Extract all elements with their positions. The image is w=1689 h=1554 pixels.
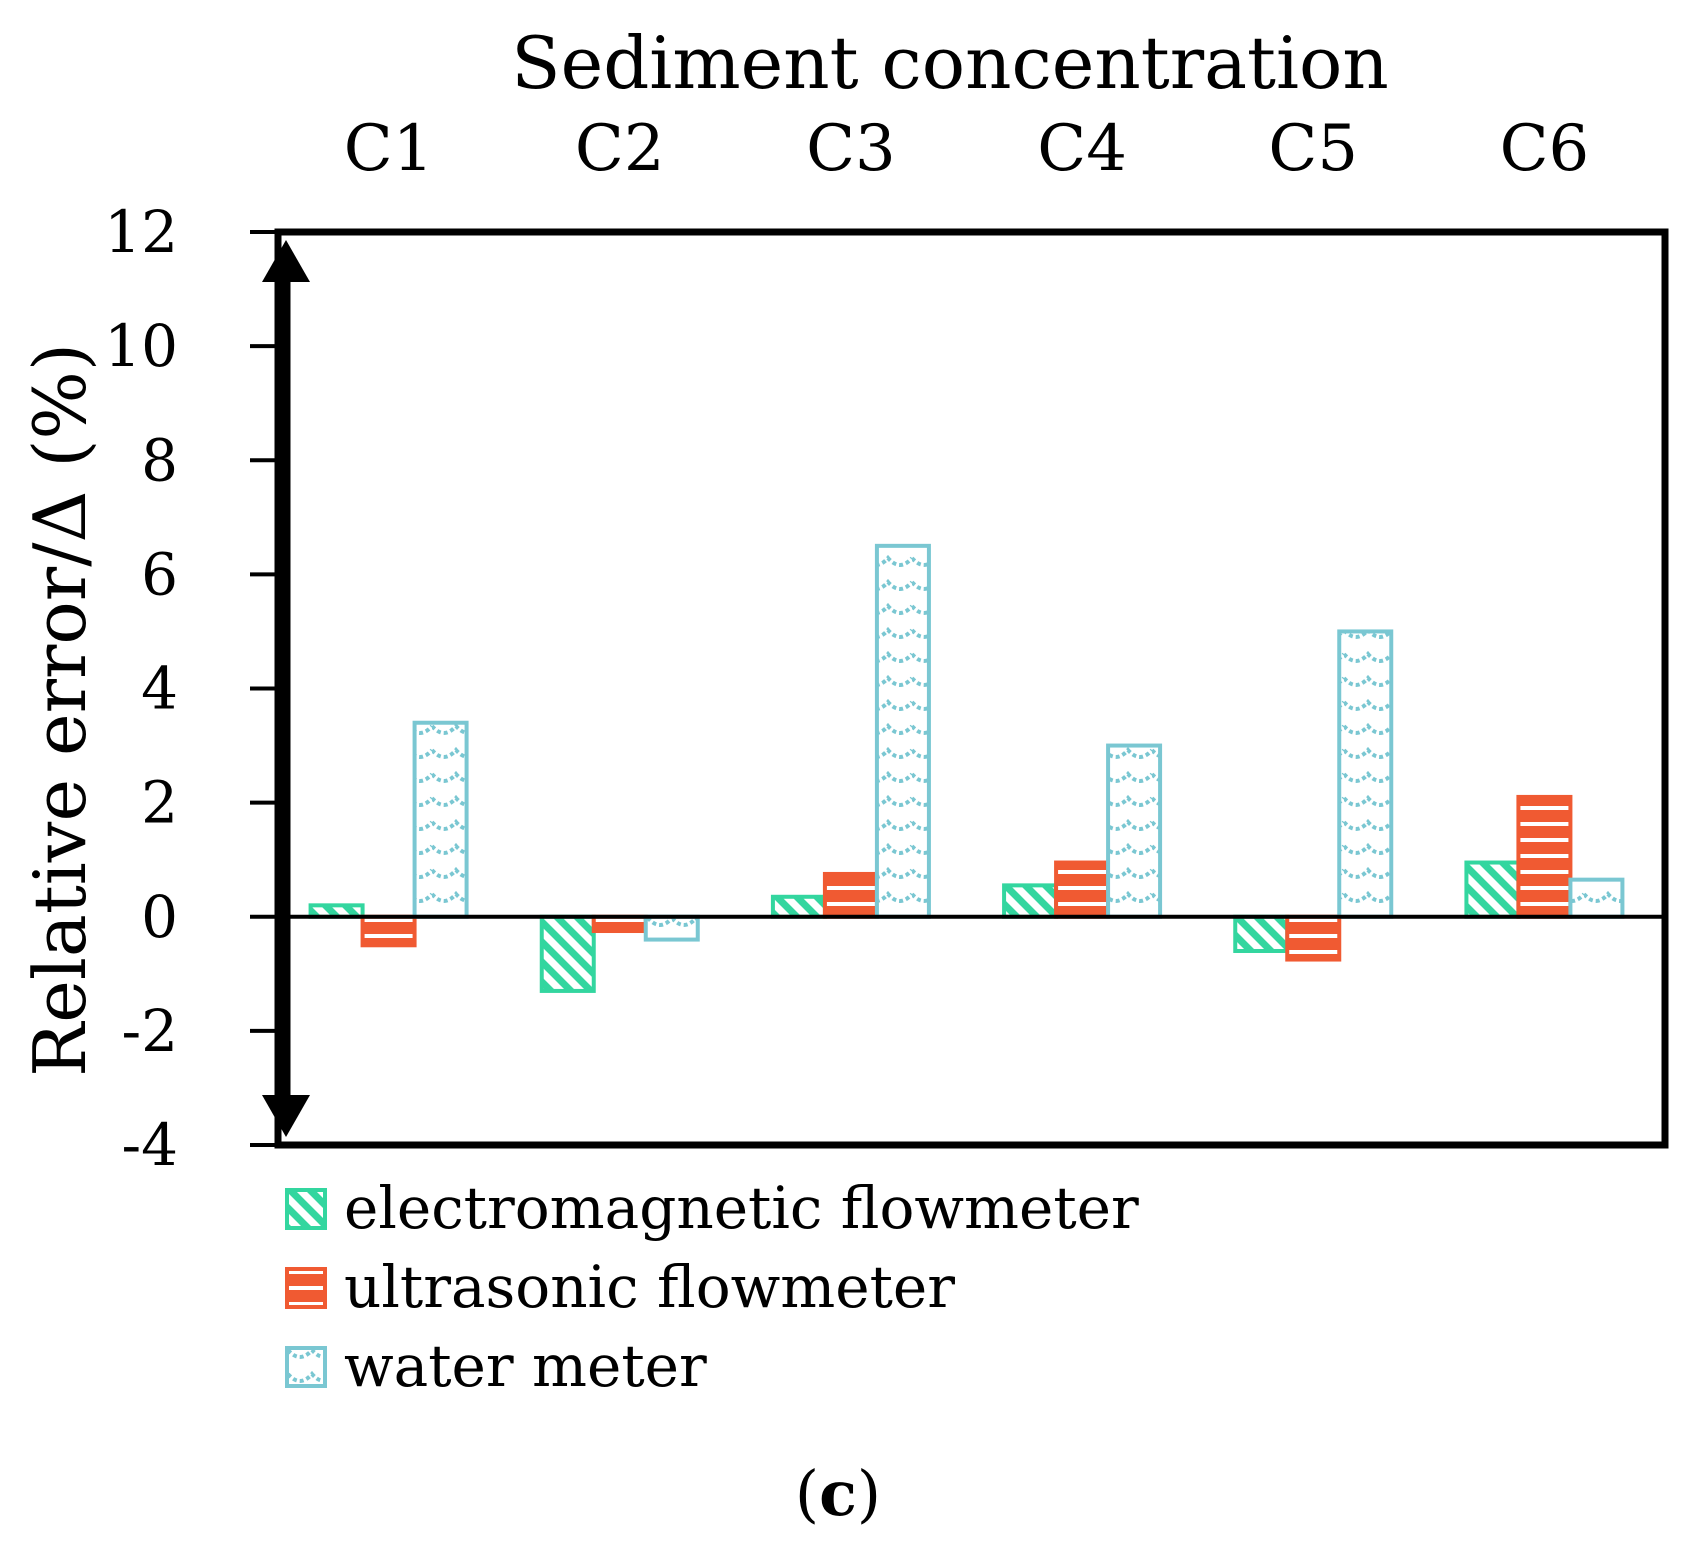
category-labels: C1 C2 C3 C4 C5 C6 (344, 112, 1590, 186)
y-tick-label: 10 (104, 312, 178, 380)
y-tick-label: 4 (141, 655, 178, 723)
legend-swatch-ultrasonic-flowmeter (285, 1267, 327, 1309)
category-label-c4: C4 (1037, 112, 1127, 186)
plot-frame (274, 228, 1669, 1149)
legend-label-electromagnetic-flowmeter: electromagnetic flowmeter (344, 1174, 1139, 1242)
bar-c1-water-meter (412, 720, 469, 919)
category-label-c6: C6 (1500, 112, 1590, 186)
panel-label-letter: c (819, 1457, 857, 1530)
bar-c1-ultrasonic-flowmeter (360, 914, 417, 948)
y-tick-label: -4 (122, 1111, 179, 1179)
legend-swatch-electromagnetic-flowmeter (285, 1188, 327, 1230)
y-tick-label: 8 (141, 426, 178, 494)
arrow-head-up-icon (262, 240, 310, 282)
y-tick-label: 12 (104, 198, 178, 266)
y-axis-title: Relative error/Δ (%) (18, 343, 102, 1077)
category-label-c1: C1 (344, 112, 434, 186)
bar-c5-ultrasonic-flowmeter (1285, 914, 1342, 962)
category-label-c3: C3 (806, 112, 896, 186)
y-tick-label: -2 (122, 997, 179, 1065)
bars (308, 543, 1625, 993)
legend-label-water-meter: water meter (344, 1332, 707, 1400)
bar-c6-water-meter (1568, 877, 1625, 919)
bar-c5-water-meter (1337, 629, 1394, 919)
bar-c2-water-meter (643, 914, 700, 942)
panel-label-close: ) (857, 1457, 881, 1530)
y-tick-label: 2 (141, 769, 178, 837)
category-label-c5: C5 (1268, 112, 1358, 186)
bar-c6-ultrasonic-flowmeter (1516, 794, 1573, 919)
bar-c3-ultrasonic-flowmeter (822, 871, 879, 919)
bar-c4-ultrasonic-flowmeter (1054, 860, 1111, 919)
bar-c2-electromagnetic-flowmeter (539, 914, 596, 993)
y-tick-label: 0 (141, 883, 178, 951)
legend-label-ultrasonic-flowmeter: ultrasonic flowmeter (344, 1253, 955, 1321)
bar-c4-electromagnetic-flowmeter (1002, 883, 1059, 919)
arrow-head-down-icon (262, 1095, 310, 1137)
panel-label: (c) (795, 1457, 881, 1530)
bar-c2-ultrasonic-flowmeter (591, 914, 648, 934)
legend: electromagnetic flowmeter ultrasonic flow… (285, 1174, 1139, 1400)
x-axis-title: Sediment concentration (511, 21, 1388, 105)
bar-c6-electromagnetic-flowmeter (1464, 860, 1521, 919)
y-axis-ticks: -4 -2 0 2 4 6 8 10 12 (104, 198, 278, 1179)
category-label-c2: C2 (575, 112, 665, 186)
panel-label-open: ( (795, 1457, 819, 1530)
bar-c4-water-meter (1106, 743, 1163, 919)
bar-c5-electromagnetic-flowmeter (1233, 914, 1290, 953)
legend-swatch-water-meter (285, 1346, 327, 1388)
bar-c3-electromagnetic-flowmeter (770, 894, 827, 919)
bar-c3-water-meter (874, 543, 931, 919)
y-tick-label: 6 (141, 540, 178, 608)
